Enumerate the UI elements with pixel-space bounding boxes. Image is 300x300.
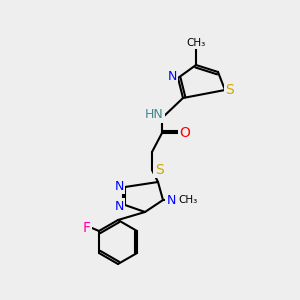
Text: S: S: [154, 163, 164, 177]
Text: N: N: [166, 194, 176, 206]
Text: N: N: [114, 179, 124, 193]
Text: N: N: [167, 70, 177, 83]
Text: CH₃: CH₃: [186, 38, 206, 48]
Text: O: O: [180, 126, 190, 140]
Text: CH₃: CH₃: [178, 195, 198, 205]
Text: S: S: [226, 83, 234, 97]
Text: N: N: [114, 200, 124, 212]
Text: HN: HN: [145, 109, 164, 122]
Text: F: F: [83, 221, 91, 235]
